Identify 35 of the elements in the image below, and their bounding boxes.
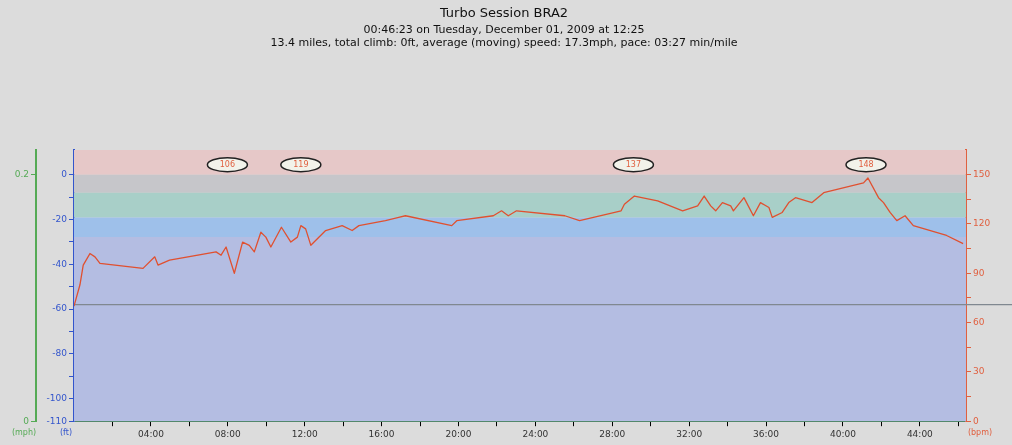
y-tick-label: -60 <box>52 303 68 314</box>
y2-tick-label: 30 <box>973 366 985 377</box>
x-tick-label: 40:00 <box>830 428 857 439</box>
y-tick-label: 0 <box>61 169 68 179</box>
y-tick-label: -20 <box>52 213 68 224</box>
y-tick-label: -110 <box>46 415 68 426</box>
y-axis-title: (ft) <box>59 428 73 438</box>
y-tick-label: -100 <box>46 393 68 404</box>
y2-tick-label: 120 <box>973 218 991 229</box>
x-tick-label: 36:00 <box>753 428 780 439</box>
y2-tick-label: 150 <box>973 169 991 179</box>
x-tick-label: 04:00 <box>137 428 165 439</box>
x-tick-label: 12:00 <box>291 428 318 439</box>
annotation: 137 <box>625 159 642 169</box>
chart-title: Turbo Session BRA2 <box>438 5 569 21</box>
y-tick-label: -80 <box>52 348 68 359</box>
annotation: 148 <box>858 159 874 169</box>
y2-tick-label: 60 <box>973 316 985 327</box>
y2-tick-label: 0 <box>973 415 979 426</box>
x-tick-label: 16:00 <box>368 428 395 439</box>
y3-axis-title: (mph) <box>11 428 37 438</box>
y-tick-label: -40 <box>52 258 68 269</box>
chart-subtitle: 00:46:23 on Tuesday, December 01, 2009 at 12:25 13.4 miles, total climb: 0ft, average (moving) speed: 17.3mph, pace: 03:27 min/mile <box>270 23 738 50</box>
x-tick-label: 08:00 <box>214 428 242 439</box>
y3-tick-label: 0.2 <box>14 169 29 179</box>
x-tick-label: 24:00 <box>522 428 549 439</box>
x-tick-label: 28:00 <box>599 428 626 439</box>
x-tick-label: 20:00 <box>445 428 472 439</box>
x-tick-label: 32:00 <box>676 428 703 439</box>
annotation: 106 <box>219 159 236 169</box>
y2-axis-title: (bpm) <box>967 428 993 438</box>
x-tick-label: 44:00 <box>906 428 934 439</box>
y2-tick-label: 90 <box>973 267 985 278</box>
annotation: 119 <box>293 159 309 169</box>
y3-tick-label: 0 <box>23 415 30 426</box>
